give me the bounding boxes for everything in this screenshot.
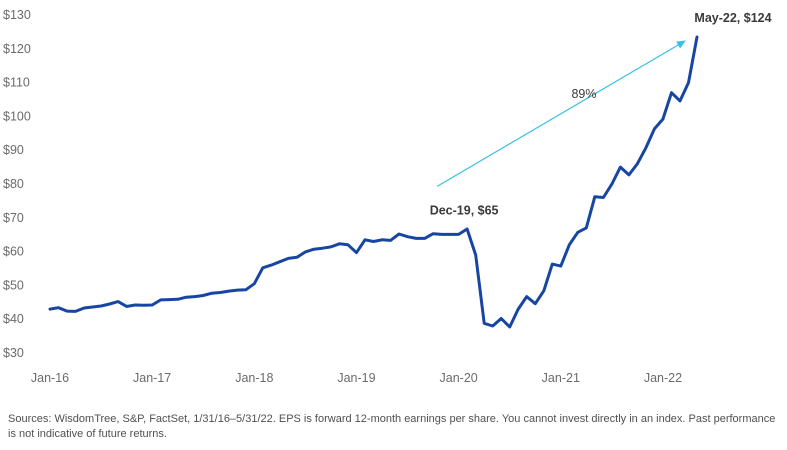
y-tick-label: $50	[3, 278, 24, 292]
y-tick-label: $90	[3, 143, 24, 157]
y-tick-label: $60	[3, 245, 24, 259]
y-tick-label: $70	[3, 211, 24, 225]
y-tick-label: $40	[3, 312, 24, 326]
annotations: 89% Dec-19, $65 May-22, $124	[430, 11, 772, 217]
y-tick-label: $30	[3, 346, 24, 360]
y-tick-label: $130	[3, 8, 31, 22]
x-tick-label: Jan-19	[337, 371, 375, 385]
footnote: Sources: WisdomTree, S&P, FactSet, 1/31/…	[8, 413, 776, 440]
x-axis: Jan-16 Jan-17 Jan-18 Jan-19 Jan-20 Jan-21 Jan-…	[31, 371, 682, 385]
x-tick-label: Jan-16	[31, 371, 69, 385]
y-axis: $30 $40 $50 $60 $70 $80 $90 $100 $110 $120 $130	[3, 8, 31, 360]
x-tick-label: Jan-22	[644, 371, 682, 385]
x-tick-label: Jan-21	[542, 371, 580, 385]
x-tick-label: Jan-18	[235, 371, 273, 385]
series-layer	[48, 35, 699, 329]
start-label: Dec-19, $65	[430, 203, 499, 217]
end-label: May-22, $124	[694, 11, 771, 25]
x-tick-label: Jan-20	[440, 371, 478, 385]
growth-arrow	[436, 40, 686, 187]
x-tick-label: Jan-17	[133, 371, 171, 385]
change-label: 89%	[571, 87, 596, 101]
y-tick-label: $110	[3, 76, 30, 90]
y-tick-label: $120	[3, 42, 31, 56]
eps-line-chart: $30 $40 $50 $60 $70 $80 $90 $100 $110 $120 $130 Ja…	[3, 8, 772, 385]
y-tick-label: $80	[3, 177, 24, 191]
eps-series-line	[48, 35, 699, 329]
y-tick-label: $100	[3, 109, 31, 123]
